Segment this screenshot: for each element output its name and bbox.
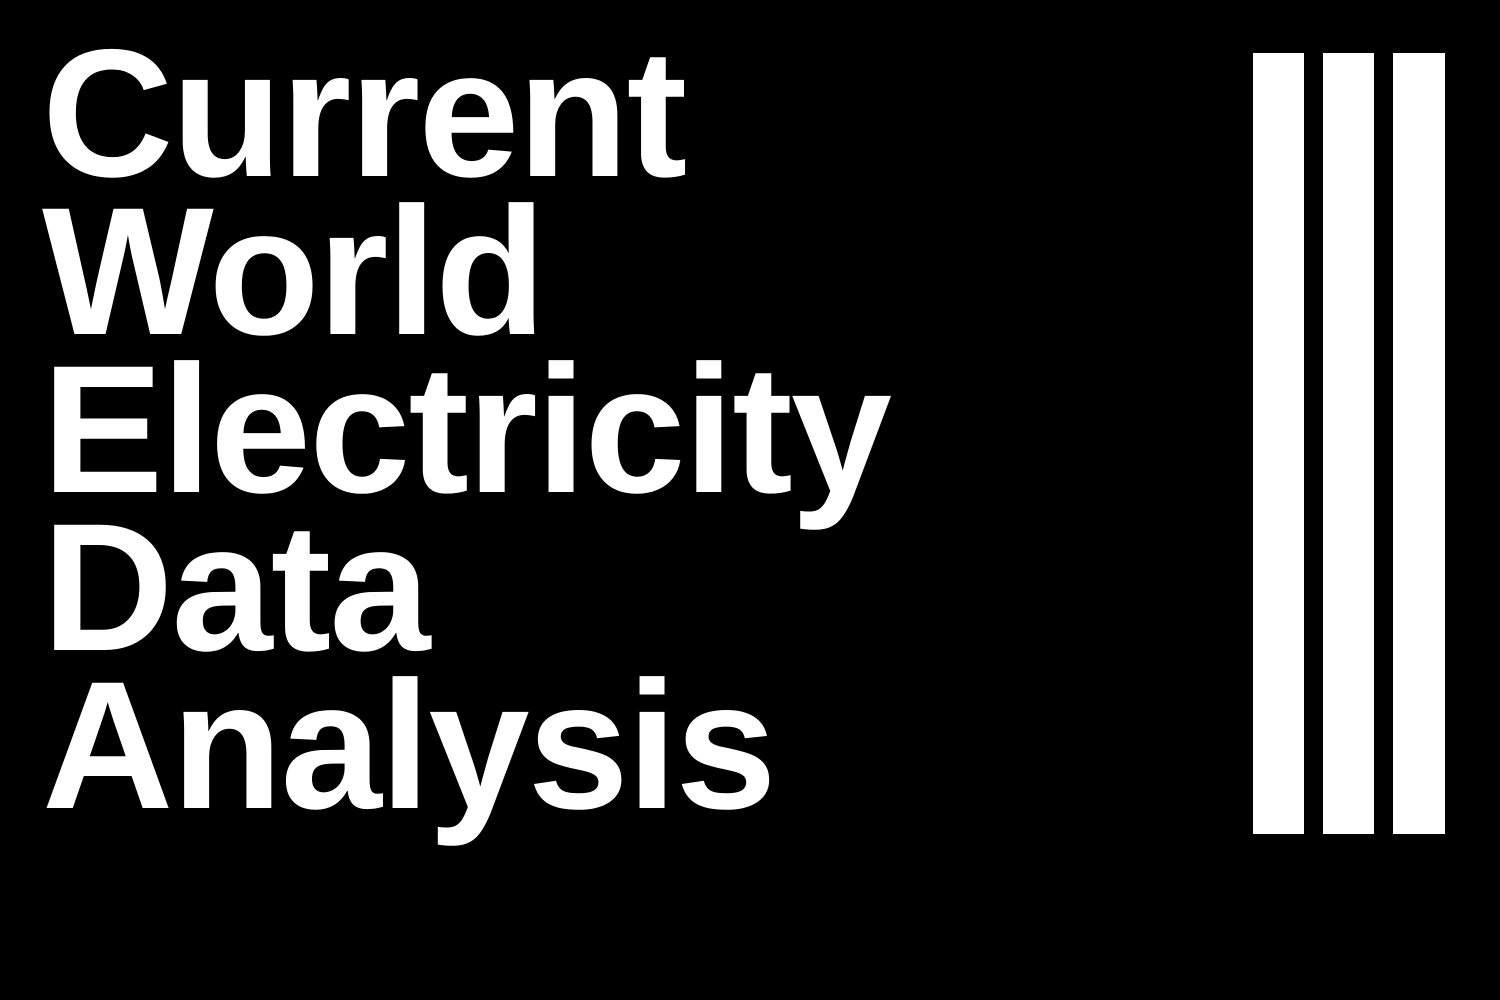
page-title: Current World Electricity Data Analysis [42,11,1042,847]
title-line-3: Electricity [42,327,892,531]
three-vertical-bars-icon [1253,53,1445,834]
vertical-bar-3 [1393,53,1445,834]
title-line-2: World [42,169,546,373]
title-line-1: Current [42,11,687,215]
vertical-bar-1 [1253,53,1304,834]
title-line-5: Analysis [42,643,777,847]
vertical-bar-2 [1323,53,1374,834]
title-line-4: Data [42,485,430,689]
